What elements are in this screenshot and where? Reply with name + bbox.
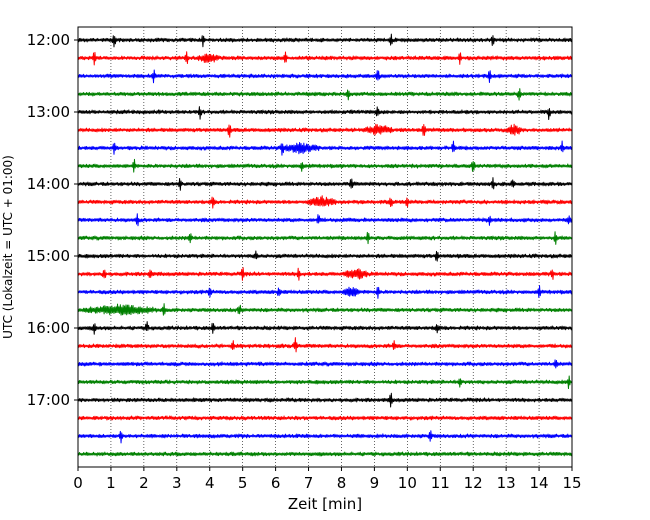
x-tick-label-3: 3 [172, 474, 182, 492]
y-tick-label-1300: 13:00 [27, 103, 70, 121]
x-tick-label-7: 7 [304, 474, 314, 492]
trace-1230 [77, 69, 573, 84]
trace-1715 [77, 415, 573, 421]
trace-1415 [77, 195, 573, 209]
y-tick-label-1200: 12:00 [27, 31, 70, 49]
trace-1600 [77, 321, 573, 335]
trace-1500 [77, 250, 573, 262]
x-axis: 0 1 2 3 4 5 6 7 8 9 10 11 12 13 14 15 [73, 467, 582, 492]
grid-lines [110, 27, 540, 467]
x-tick-label-12: 12 [464, 474, 483, 492]
x-tick-label-9: 9 [370, 474, 380, 492]
plot-frame [77, 26, 573, 468]
x-tick-label-15: 15 [562, 474, 581, 492]
trace-1700 [77, 392, 573, 408]
trace-1200 [77, 33, 573, 48]
x-tick-label-11: 11 [431, 474, 450, 492]
y-axis-label: UTC (Lokalzeit = UTC + 01:00) [1, 155, 15, 339]
x-tick-label-13: 13 [497, 474, 516, 492]
trace-1530 [77, 285, 573, 299]
trace-1545 [77, 303, 573, 316]
trace-lines [77, 33, 573, 457]
trace-1445 [77, 231, 573, 245]
x-tick-label-4: 4 [205, 474, 215, 492]
trace-1430 [77, 213, 573, 227]
x-axis-label: Zeit [min] [288, 495, 362, 513]
x-tick-label-14: 14 [530, 474, 549, 492]
x-tick-label-6: 6 [271, 474, 281, 492]
y-axis: 12:00 13:00 14:00 15:00 16:00 17:00 [27, 31, 78, 409]
trace-1515 [77, 267, 573, 281]
trace-1630 [77, 359, 573, 369]
trace-1400 [77, 177, 573, 191]
trace-1730 [77, 430, 573, 444]
x-tick-label-5: 5 [238, 474, 248, 492]
trace-1245 [77, 88, 573, 101]
y-tick-label-1400: 14:00 [27, 175, 70, 193]
trace-1745 [77, 451, 573, 457]
trace-1315 [77, 123, 573, 138]
y-tick-label-1500: 15:00 [27, 247, 70, 265]
trace-1615 [77, 337, 573, 353]
x-tick-label-0: 0 [73, 474, 83, 492]
x-tick-label-10: 10 [398, 474, 417, 492]
x-tick-label-2: 2 [139, 474, 149, 492]
y-tick-label-1600: 16:00 [27, 319, 70, 337]
x-tick-label-1: 1 [106, 474, 116, 492]
trace-1215 [77, 51, 573, 66]
y-tick-label-1700: 17:00 [27, 391, 70, 409]
trace-1645 [77, 375, 573, 390]
trace-1330 [77, 140, 573, 156]
trace-1345 [77, 158, 573, 173]
x-tick-label-8: 8 [337, 474, 347, 492]
trace-1300 [77, 106, 573, 121]
